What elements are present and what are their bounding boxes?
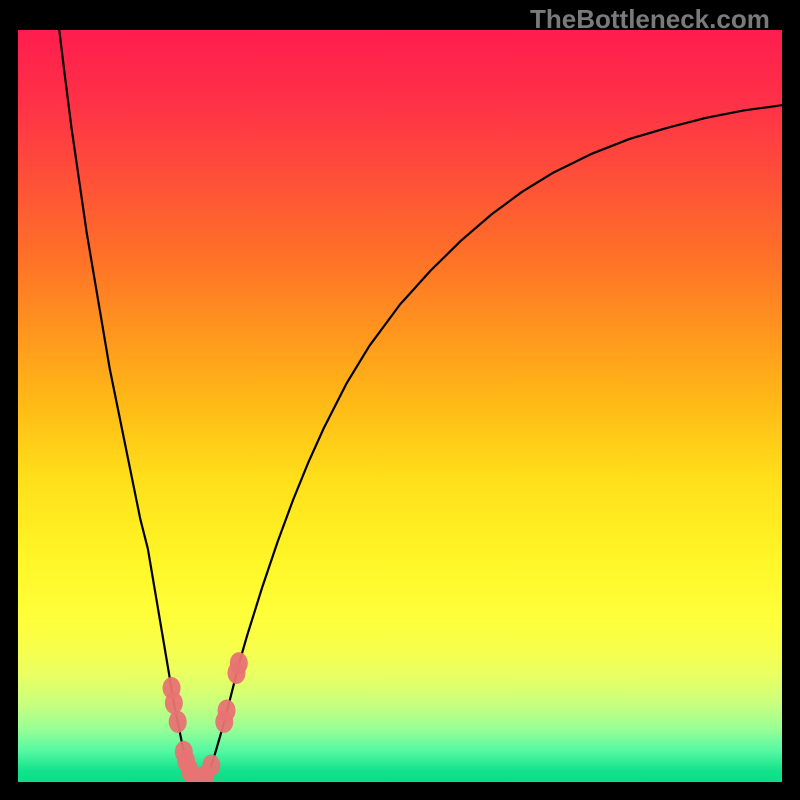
data-marker bbox=[169, 711, 187, 733]
data-marker bbox=[230, 652, 248, 674]
chart-svg bbox=[18, 30, 782, 782]
data-marker bbox=[202, 754, 220, 776]
data-marker bbox=[218, 700, 236, 722]
gradient-background bbox=[18, 30, 782, 782]
data-marker bbox=[165, 692, 183, 714]
watermark-text: TheBottleneck.com bbox=[530, 4, 770, 35]
plot-area bbox=[18, 30, 782, 782]
